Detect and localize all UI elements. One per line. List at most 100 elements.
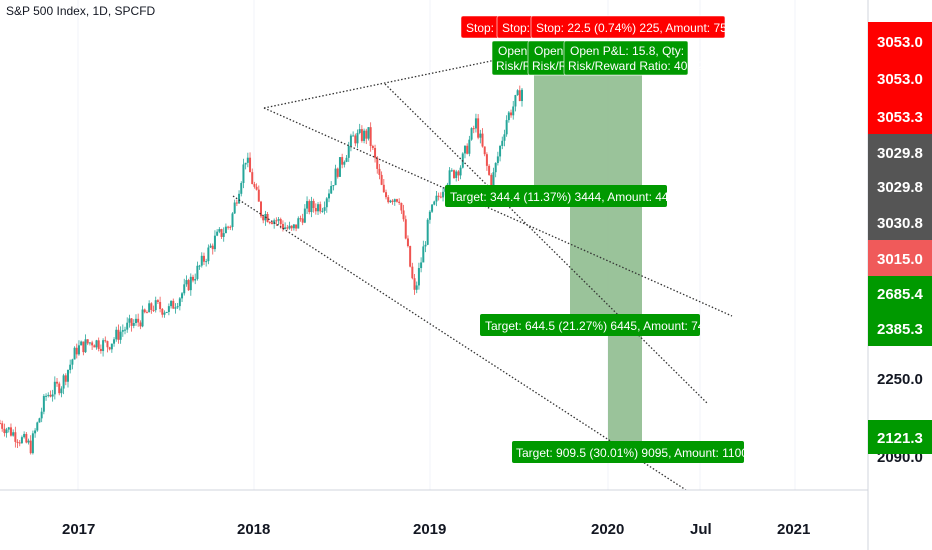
candle-body — [104, 340, 107, 342]
candle-body — [503, 134, 506, 141]
candle-body — [229, 226, 232, 228]
candle-body — [453, 170, 456, 179]
price-label: 3053.0 — [877, 34, 923, 51]
candle-body — [84, 339, 87, 353]
candle-body — [25, 433, 28, 443]
candle-body — [457, 171, 460, 176]
target-labels[interactable]: Target: 344.4 (11.37%) 3444, Amount: 444… — [445, 185, 765, 463]
price-label: 3015.0 — [877, 251, 923, 268]
candle-body — [332, 185, 335, 187]
candle-body — [470, 128, 473, 140]
candle-body — [134, 318, 137, 323]
candle-body — [187, 280, 190, 291]
candle-body — [490, 174, 493, 191]
candle-body — [433, 201, 436, 205]
candle-body — [288, 225, 291, 229]
candle-body — [400, 202, 403, 211]
candle-body — [93, 345, 96, 348]
candle-body — [352, 135, 355, 137]
open-pnl-labels[interactable]: Open P Risk/Re Open P Risk/Re Open P&L: … — [491, 40, 704, 76]
plot-area[interactable] — [0, 0, 868, 550]
candle-body — [507, 112, 510, 121]
candle-body — [3, 428, 6, 434]
price-label: 3053.0 — [877, 71, 923, 88]
candle-body — [356, 132, 359, 144]
candle-body — [374, 147, 377, 158]
candle-body — [251, 172, 254, 185]
channel-line-2 — [384, 83, 709, 405]
candle-body — [69, 364, 72, 370]
candle-body — [255, 186, 258, 190]
candle-body — [227, 226, 230, 228]
candle-body — [218, 229, 221, 232]
candle-body — [376, 157, 379, 169]
candle-body — [23, 433, 26, 438]
candle-body — [60, 388, 63, 394]
stop-label: Stop: — [502, 21, 530, 35]
candle-body — [64, 375, 67, 382]
candle-body — [88, 342, 91, 344]
candle-body — [42, 395, 45, 412]
candle-body — [448, 170, 451, 185]
target-zones — [534, 60, 642, 454]
candle-body — [253, 184, 256, 187]
candle-body — [29, 440, 32, 454]
candle-body — [492, 172, 495, 191]
upper-trendline — [263, 54, 521, 109]
stop-labels[interactable]: Stop: 2 Stop: Stop: 22.5 (0.74%) 225, Am… — [460, 15, 744, 39]
candle-body — [488, 165, 491, 175]
candle-body — [205, 261, 208, 263]
candle-body — [113, 339, 116, 344]
candle-body — [80, 341, 83, 346]
candle-body — [409, 246, 412, 267]
candle-body — [110, 343, 113, 350]
candle-body — [398, 201, 401, 203]
candle-body — [220, 229, 223, 237]
candle-body — [516, 90, 519, 96]
candle-body — [312, 200, 315, 209]
candle-body — [284, 227, 287, 229]
candle-body — [402, 210, 405, 220]
candle-body — [455, 171, 458, 179]
candle-body — [126, 322, 129, 330]
candle-body — [279, 219, 282, 224]
candle-body — [268, 222, 271, 224]
candle-body — [240, 183, 243, 194]
candle-body — [483, 146, 486, 155]
candle-body — [439, 196, 442, 198]
candle-body — [514, 95, 517, 107]
price-label: 3030.8 — [877, 215, 923, 232]
candle-body — [336, 168, 339, 177]
candle-body — [496, 156, 499, 163]
target-zone-1 — [534, 60, 570, 196]
candle-body — [249, 157, 252, 173]
candle-body — [0, 423, 1, 425]
candle-body — [369, 127, 372, 147]
price-label: 2250.0 — [877, 371, 923, 388]
candle-body — [20, 437, 23, 444]
candle-body — [121, 330, 124, 332]
candle-body — [77, 345, 80, 355]
candle-body — [393, 199, 396, 202]
candle-body — [165, 311, 168, 313]
candle-body — [71, 359, 74, 365]
candle-body — [371, 146, 374, 148]
x-tick-label: 2018 — [237, 521, 270, 538]
candle-body — [459, 167, 462, 176]
candle-body — [246, 157, 249, 163]
candle-body — [499, 145, 502, 157]
candle-body — [477, 118, 480, 138]
candle-body — [207, 247, 210, 262]
candle-body — [31, 433, 34, 454]
price-label: 3029.8 — [877, 145, 923, 162]
candle-body — [510, 112, 513, 116]
candle-body — [257, 189, 260, 202]
candle-body — [47, 394, 50, 396]
price-label: 3053.3 — [877, 109, 923, 126]
candle-body — [124, 329, 127, 331]
candle-body — [183, 284, 186, 294]
candle-body — [295, 224, 298, 229]
candle-body — [321, 210, 324, 212]
candle-body — [141, 309, 144, 327]
